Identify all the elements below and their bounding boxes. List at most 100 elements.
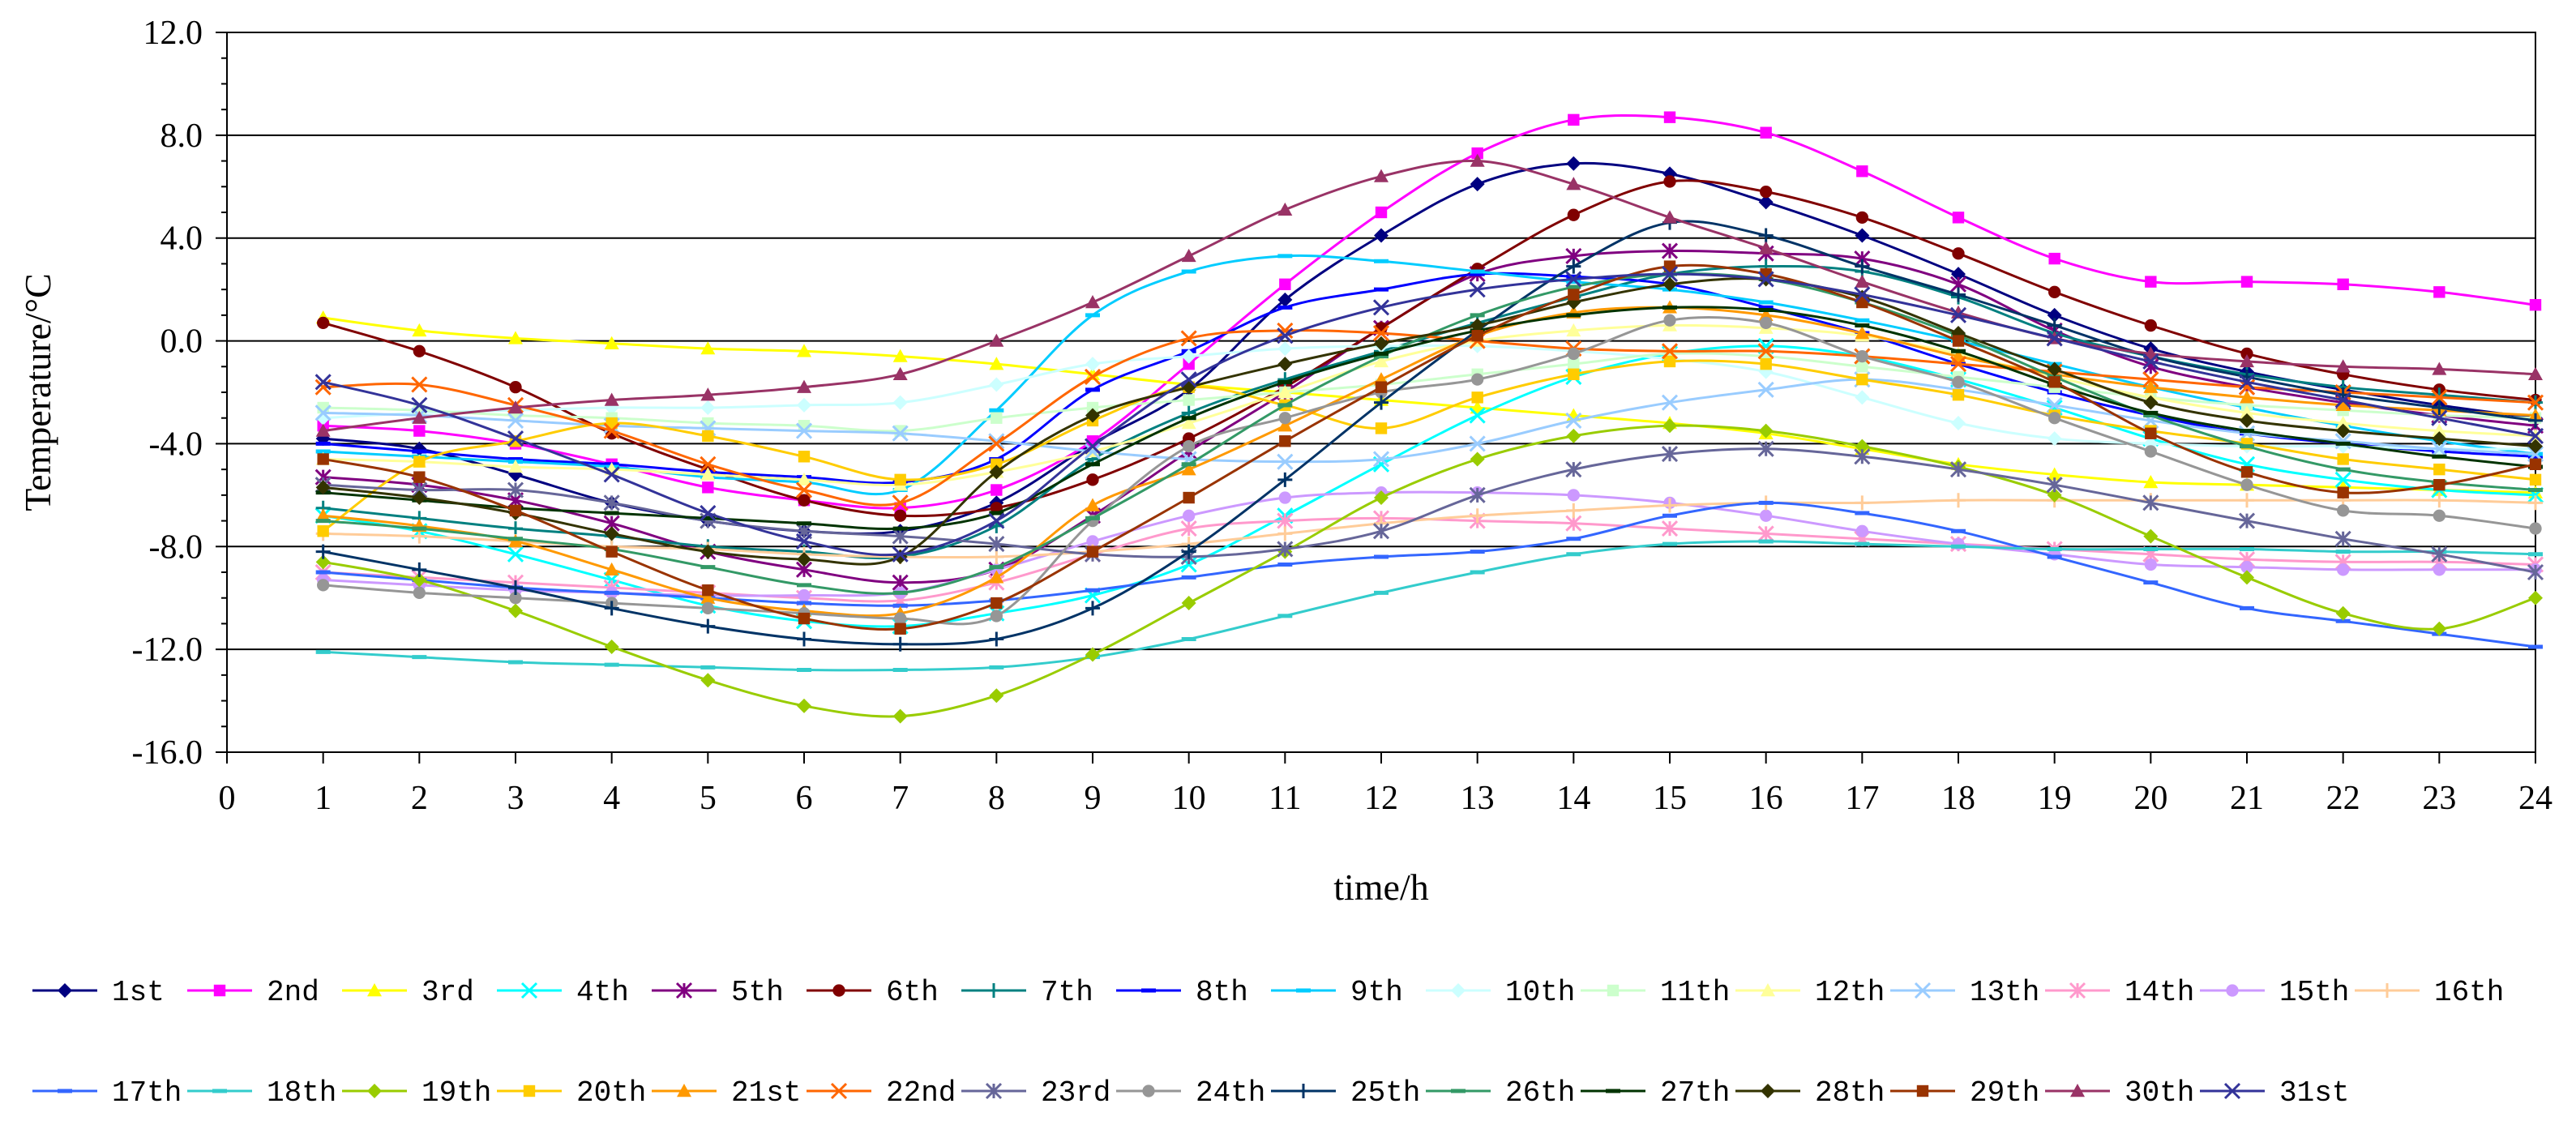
legend: 1st 2nd 3rd 4th 5th 6th 7th 8th 9th 10th 11th 12th 1…	[32, 976, 2504, 1110]
data-point	[317, 453, 329, 465]
data-point	[1662, 418, 1677, 434]
data-point	[1661, 242, 1679, 259]
data-point	[894, 473, 906, 486]
data-point	[989, 570, 1004, 584]
data-point	[2528, 413, 2543, 428]
data-point	[2046, 477, 2063, 494]
legend-label: 8th	[1196, 976, 1248, 1009]
legend-label: 16th	[2434, 976, 2504, 1009]
data-point	[2432, 621, 2447, 636]
data-point	[989, 377, 1004, 392]
series-27th	[315, 305, 2543, 531]
data-point	[2240, 413, 2254, 428]
data-point	[507, 412, 524, 429]
data-point	[2529, 522, 2542, 535]
data-point	[700, 673, 716, 688]
legend-marker	[986, 983, 1001, 998]
data-point	[1855, 326, 1870, 340]
data-point	[2240, 347, 2253, 361]
data-point	[413, 425, 426, 437]
series-24th	[317, 314, 2542, 626]
data-point	[1277, 202, 1293, 216]
data-point	[1855, 439, 1870, 454]
data-point	[2144, 558, 2157, 571]
data-point	[2334, 471, 2351, 488]
data-point	[1086, 545, 1099, 558]
data-point	[1183, 357, 1195, 370]
legend-item-29th: 29th	[1890, 1076, 2039, 1110]
legend-item-9th: 9th	[1271, 976, 1403, 1009]
data-point	[1661, 394, 1679, 411]
data-point	[1180, 371, 1197, 388]
data-point	[798, 494, 811, 507]
data-point	[605, 545, 618, 558]
data-point	[315, 404, 332, 421]
legend-item-4th: 4th	[497, 976, 629, 1009]
legend-label: 31st	[2279, 1076, 2349, 1110]
y-tick-label: -4.0	[149, 426, 203, 463]
data-point	[1278, 491, 1291, 504]
data-point	[990, 610, 1003, 622]
data-point	[894, 612, 907, 625]
data-point	[2432, 423, 2447, 437]
data-point	[507, 481, 524, 498]
data-point	[2142, 353, 2159, 370]
data-point	[892, 425, 909, 442]
data-point	[604, 336, 619, 349]
data-point	[2047, 467, 2062, 481]
data-point	[1663, 314, 1676, 327]
data-point	[413, 586, 426, 600]
data-point	[1662, 276, 1677, 292]
data-point	[1277, 541, 1294, 558]
data-point	[1469, 407, 1486, 424]
legend-marker	[1761, 983, 1775, 997]
data-point	[1375, 422, 1388, 434]
series-lines	[315, 111, 2544, 724]
data-point	[1469, 486, 1486, 503]
x-tick-label: 14	[1556, 780, 1590, 817]
data-point	[1470, 153, 1485, 167]
x-tick-label: 16	[1749, 780, 1783, 817]
data-point	[1277, 512, 1294, 529]
legend-label: 9th	[1350, 976, 1403, 1009]
data-point	[892, 545, 909, 563]
data-point	[315, 480, 331, 495]
data-point	[797, 552, 811, 567]
data-point	[2143, 395, 2159, 410]
legend-marker	[677, 1084, 691, 1097]
y-tick-label: -16.0	[132, 734, 203, 772]
data-point	[2431, 545, 2448, 563]
data-point	[700, 544, 716, 559]
data-point	[894, 622, 906, 635]
legend-item-11th: 11th	[1581, 976, 1730, 1009]
data-point	[1951, 493, 1966, 508]
data-point	[2432, 387, 2447, 403]
data-point	[702, 584, 714, 597]
legend-label: 15th	[2279, 976, 2349, 1009]
data-point	[1661, 446, 1679, 463]
data-point	[2143, 475, 2159, 489]
data-point	[892, 395, 908, 410]
data-point	[1374, 336, 1389, 351]
data-point	[795, 481, 813, 498]
legend-marker	[213, 984, 226, 997]
data-point	[1471, 373, 1484, 386]
data-point	[2047, 307, 2062, 323]
data-point	[603, 494, 620, 511]
data-point	[2432, 400, 2447, 416]
legend-marker	[1916, 1085, 1929, 1097]
data-point	[2527, 394, 2544, 411]
data-point	[507, 545, 524, 563]
data-point	[1758, 195, 1774, 210]
data-point	[1663, 111, 1676, 123]
data-point	[988, 536, 1005, 553]
data-point	[1374, 228, 1389, 243]
legend-label: 25th	[1350, 1076, 1420, 1110]
legend-marker	[520, 982, 538, 999]
data-point	[604, 562, 619, 576]
data-point	[2334, 433, 2351, 450]
data-point	[604, 392, 619, 406]
data-point	[989, 333, 1004, 347]
data-point	[1856, 361, 1868, 373]
